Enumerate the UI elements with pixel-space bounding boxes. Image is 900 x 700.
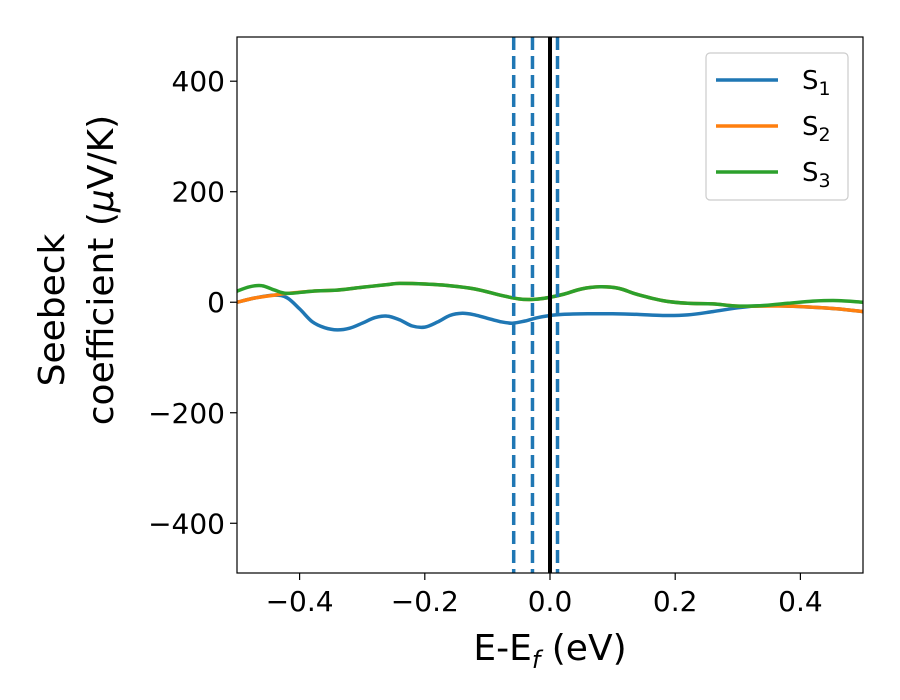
series-line-s1 [237, 293, 863, 332]
plot-area [237, 37, 863, 573]
x-tick-label: −0.4 [266, 585, 334, 618]
series-line-s3 [237, 281, 863, 308]
legend-label-s2: S2 [802, 112, 831, 146]
plot-group [237, 37, 863, 573]
x-axis-label: E-Ef (eV) [473, 628, 626, 674]
y-tick-label: −400 [148, 507, 225, 540]
y-axis-label: Seebeck coefficient (μV/K) [32, 115, 122, 425]
y-tick-label: 0 [207, 286, 225, 319]
y-axis-label-line1: Seebeck [32, 233, 73, 386]
x-tick-label: 0.0 [528, 585, 573, 618]
y-tick-label: 400 [172, 65, 225, 98]
x-tick-label: 0.2 [653, 585, 698, 618]
y-axis-label-line2: coefficient (μV/K) [81, 115, 122, 425]
x-tick-label: −0.2 [391, 585, 459, 618]
y-tick-label: 200 [172, 176, 225, 209]
legend: S1 S2 S3 [705, 52, 849, 201]
legend-label-s3: S3 [802, 158, 831, 192]
legend-label-s1: S1 [802, 66, 831, 100]
axes-group: −0.4 −0.2 0.0 0.2 0.4 −400 −200 0 200 400 E-Ef (eV… [32, 36, 864, 674]
x-tick-label: 0.4 [778, 585, 823, 618]
y-tick-label: −200 [148, 397, 225, 430]
